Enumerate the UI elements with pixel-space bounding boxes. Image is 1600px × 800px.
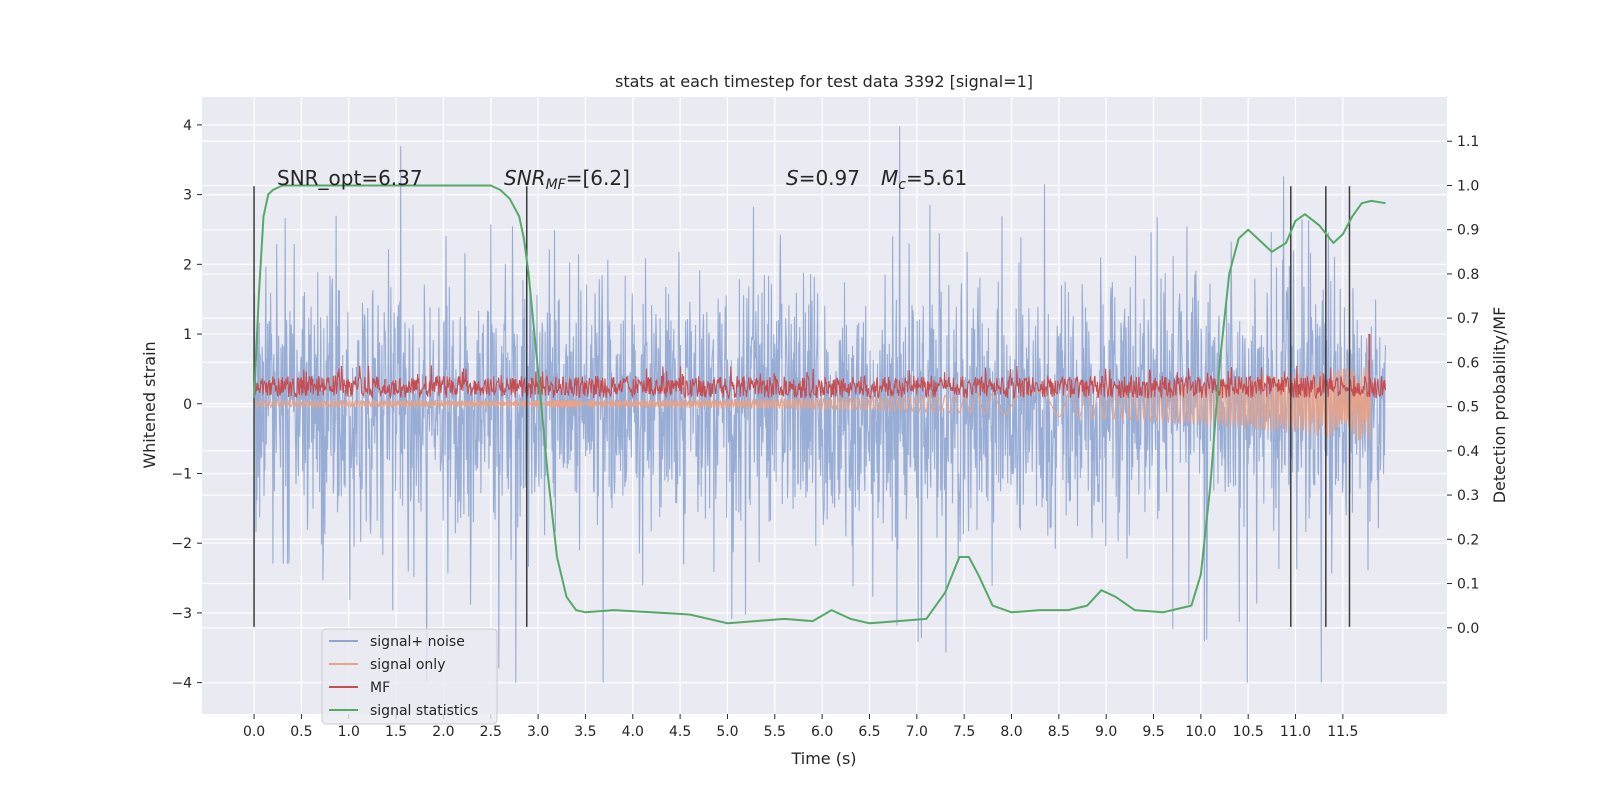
y2-tick-label: 1.0 bbox=[1457, 178, 1479, 194]
series-signal-noise-line bbox=[253, 126, 1387, 683]
x-tick-label: 4.0 bbox=[622, 724, 644, 740]
y2-tick-label: 1.1 bbox=[1457, 134, 1479, 150]
annotation-snr-opt: SNR_opt=6.37 bbox=[277, 166, 423, 190]
legend-box bbox=[321, 628, 498, 725]
x-tick-label: 7.5 bbox=[953, 724, 975, 740]
annotation-snr-mf: SNRMF=[6.2] bbox=[504, 166, 630, 193]
x-tick-label: 8.5 bbox=[1048, 724, 1070, 740]
x-tick-label: 1.0 bbox=[338, 724, 360, 740]
annotation-mc-name: M bbox=[881, 166, 898, 190]
y2-tick-label: 0.1 bbox=[1457, 577, 1479, 593]
y-tick-label: −4 bbox=[171, 676, 192, 692]
annotation-mc-sub: c bbox=[898, 177, 906, 193]
x-tick-label: 6.0 bbox=[811, 724, 833, 740]
x-tick-label: 11.5 bbox=[1327, 724, 1358, 740]
x-tick-label: 4.5 bbox=[669, 724, 691, 740]
y2-tick-label: 0.6 bbox=[1457, 355, 1479, 371]
x-tick-label: 2.0 bbox=[432, 724, 454, 740]
annotation-s: S=0.97 bbox=[786, 166, 860, 190]
x-tick-label: 3.5 bbox=[574, 724, 596, 740]
series-mf-line bbox=[253, 365, 1387, 400]
legend-label-mf: MF bbox=[370, 680, 390, 696]
x-tick-label: 9.5 bbox=[1142, 724, 1164, 740]
y2-tick-label: 0.8 bbox=[1457, 267, 1479, 283]
y2-axis-label: Detection probability/MF bbox=[1490, 307, 1509, 504]
series-signal-statistics-line bbox=[253, 184, 1386, 625]
x-tick-label: 8.0 bbox=[1000, 724, 1022, 740]
x-tick-label: 0.5 bbox=[290, 724, 312, 740]
annotation-s-name: S bbox=[786, 166, 799, 190]
y-tick-label: −1 bbox=[171, 466, 192, 482]
legend-label-signal-statistics: signal statistics bbox=[370, 703, 478, 719]
y-tick-label: 0 bbox=[183, 397, 192, 413]
legend: signal+ noise signal only MF signal stat… bbox=[321, 628, 498, 725]
annotation-s-value: =0.97 bbox=[799, 166, 860, 190]
y2-tick-label: 0.4 bbox=[1457, 444, 1479, 460]
x-tick-label: 5.0 bbox=[716, 724, 738, 740]
x-tick-label: 9.0 bbox=[1095, 724, 1117, 740]
annotation-snr-mf-value: =[6.2] bbox=[566, 166, 630, 190]
annotation-snr-mf-name: SNR bbox=[504, 166, 546, 190]
y-tick-label: 1 bbox=[183, 327, 192, 343]
axes: 0.0 0.5 1.0 1.5 2.0 2.5 3.0 3.5 4.0 4.5 5.0 5.5 6.0 6… bbox=[171, 118, 1479, 740]
y-axis-label: Whitened strain bbox=[140, 341, 159, 468]
x-tick-label: 10.0 bbox=[1185, 724, 1216, 740]
x-tick-label: 0.0 bbox=[243, 724, 265, 740]
legend-label-signal-noise: signal+ noise bbox=[370, 634, 465, 650]
x-tick-label: 5.5 bbox=[764, 724, 786, 740]
y-tick-label: 2 bbox=[183, 257, 192, 273]
x-tick-label: 3.0 bbox=[527, 724, 549, 740]
x-tick-label: 7.0 bbox=[906, 724, 928, 740]
x-axis-label: Time (s) bbox=[790, 749, 856, 768]
annotation-mc: Mc=5.61 bbox=[881, 166, 967, 193]
y-tick-label: 4 bbox=[183, 118, 192, 134]
x-tick-label: 2.5 bbox=[480, 724, 502, 740]
annotation-mc-value: =5.61 bbox=[906, 166, 967, 190]
x-tick-label: 10.5 bbox=[1233, 724, 1264, 740]
x-tick-label: 11.0 bbox=[1280, 724, 1311, 740]
y2-tick-label: 0.0 bbox=[1457, 621, 1479, 637]
annotation-snr-mf-sub: MF bbox=[546, 177, 567, 193]
y2-tick-label: 0.3 bbox=[1457, 488, 1479, 504]
series-signal-only-line bbox=[253, 366, 1372, 442]
y2-tick-label: 0.7 bbox=[1457, 311, 1479, 327]
y2-tick-label: 0.2 bbox=[1457, 532, 1479, 548]
x-tick-label: 6.5 bbox=[858, 724, 880, 740]
y2-tick-label: 0.9 bbox=[1457, 223, 1479, 239]
y-tick-label: −2 bbox=[171, 536, 192, 552]
y2-tick-label: 0.5 bbox=[1457, 400, 1479, 416]
y-tick-label: 3 bbox=[183, 188, 192, 204]
chart-title: stats at each timestep for test data 339… bbox=[615, 72, 1033, 91]
x-tick-label: 1.5 bbox=[385, 724, 407, 740]
y-tick-label: −3 bbox=[171, 606, 192, 622]
legend-label-signal-only: signal only bbox=[370, 657, 445, 673]
data-layer bbox=[253, 126, 1387, 683]
